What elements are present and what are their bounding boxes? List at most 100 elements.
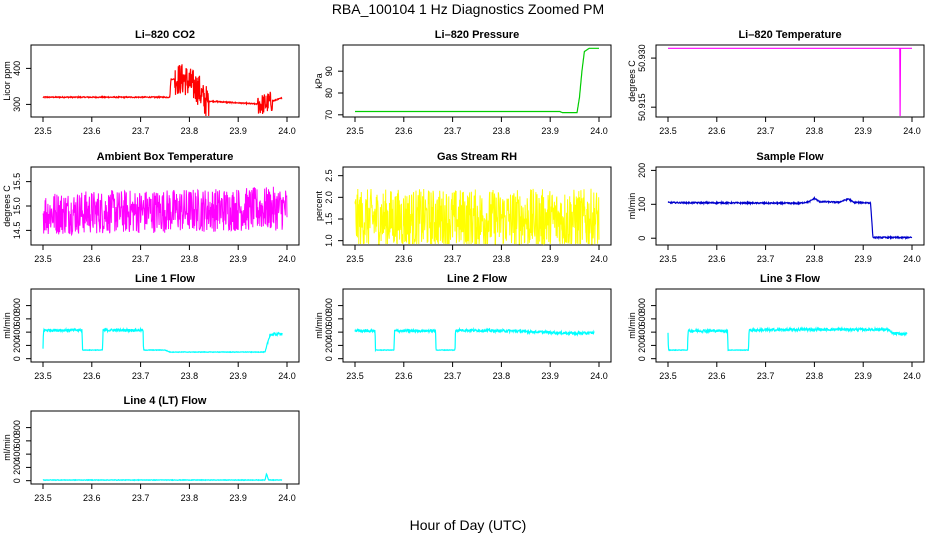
x-tick-label: 23.5 [659, 371, 677, 381]
panel-2: Li–820 Pressure kPa 23.5 23.6 23.7 23.8 23.9 24… [314, 29, 612, 136]
panel-title: Line 4 (LT) Flow [124, 395, 207, 407]
x-tick-label: 23.5 [346, 371, 364, 381]
y-tick-label: 2.5 [324, 169, 334, 182]
x-tick-label: 23.8 [181, 371, 199, 381]
plot-frame [30, 410, 300, 485]
x-tick-label: 23.8 [806, 126, 824, 136]
x-tick-label: 23.8 [806, 254, 824, 264]
series-line [42, 64, 283, 117]
panel-10: Line 4 (LT) Flow ml/min 23.5 23.6 23.7 23.8 23… [2, 395, 300, 503]
x-tick-label: 23.6 [708, 254, 726, 264]
x-tick-label: 23.8 [181, 126, 199, 136]
x-tick-label: 23.7 [132, 493, 150, 503]
x-tick-label: 23.6 [708, 371, 726, 381]
y-tick-label: 2.0 [324, 191, 334, 204]
x-tick-label: 23.5 [659, 126, 677, 136]
y-tick-label: 400 [12, 325, 22, 340]
plot-frame [342, 166, 612, 246]
x-tick-label: 23.5 [34, 254, 52, 264]
plot-frame [30, 288, 300, 363]
x-tick-label: 23.7 [444, 254, 462, 264]
x-tick-label: 23.7 [444, 371, 462, 381]
y-axis-label: ml/min [627, 193, 637, 220]
x-tick-label: 24.0 [590, 371, 608, 381]
y-tick-label: 400 [12, 61, 22, 76]
x-tick-label: 23.9 [541, 254, 559, 264]
x-tick-label: 24.0 [590, 126, 608, 136]
x-tick-label: 23.9 [229, 126, 247, 136]
panel-title: Li–820 CO2 [135, 29, 195, 41]
x-tick-label: 24.0 [590, 254, 608, 264]
y-tick-label: 600 [637, 311, 647, 326]
series-line [354, 326, 595, 353]
x-tick-label: 23.6 [83, 493, 101, 503]
x-tick-label: 23.7 [757, 371, 775, 381]
y-tick-label: 600 [12, 311, 22, 326]
y-tick-label: 800 [324, 298, 334, 313]
panel-6: Sample Flow ml/min 23.5 23.6 23.7 23.8 23.9 24.… [627, 151, 925, 264]
x-tick-label: 23.5 [34, 493, 52, 503]
x-tick-label: 23.7 [132, 126, 150, 136]
y-tick-label: 200 [12, 338, 22, 353]
y-tick-label: 90 [324, 66, 334, 76]
panel-title: Line 3 Flow [760, 273, 820, 285]
y-tick-label: 1.5 [324, 213, 334, 226]
y-tick-label: 300 [12, 97, 22, 112]
series-line [42, 326, 283, 354]
x-tick-label: 24.0 [278, 493, 296, 503]
plot-frame [342, 288, 612, 363]
x-tick-label: 23.9 [854, 254, 872, 264]
y-tick-label: 200 [637, 163, 647, 178]
x-tick-label: 24.0 [278, 371, 296, 381]
plot-frame [342, 44, 612, 118]
y-tick-label: 0 [637, 356, 647, 361]
y-tick-label: 600 [324, 311, 334, 326]
y-tick-label: 100 [637, 197, 647, 212]
panel-1: Li–820 CO2 Licor ppm 23.5 23.6 23.7 23.8 23.9 2… [2, 29, 300, 136]
x-tick-label: 23.5 [346, 254, 364, 264]
panel-7: Line 1 Flow ml/min 23.5 23.6 23.7 23.8 23.9 24.… [2, 273, 300, 381]
y-tick-label: 80 [324, 88, 334, 98]
y-tick-label: 14.5 [12, 222, 22, 240]
panel-4: Ambient Box Temperature degrees C 23.5 23.6… [2, 151, 300, 264]
y-tick-label: 800 [12, 420, 22, 435]
x-tick-label: 23.5 [346, 126, 364, 136]
plot-frame [655, 44, 925, 118]
y-tick-label: 800 [637, 298, 647, 313]
y-tick-label: 200 [324, 338, 334, 353]
plot-frame [655, 288, 925, 363]
y-axis-label: kPa [314, 73, 324, 89]
y-tick-label: 0 [324, 356, 334, 361]
x-tick-label: 23.8 [493, 126, 511, 136]
x-tick-label: 23.8 [181, 254, 199, 264]
y-tick-label: 800 [12, 298, 22, 313]
y-tick-label: 200 [637, 338, 647, 353]
x-tick-label: 23.9 [229, 371, 247, 381]
x-tick-label: 23.6 [83, 126, 101, 136]
y-tick-label: 70 [324, 110, 334, 120]
y-tick-label: 400 [637, 325, 647, 340]
series-line [667, 325, 908, 352]
panel-title: Sample Flow [756, 151, 824, 163]
y-axis-label: percent [314, 190, 324, 221]
panel-5: Gas Stream RH percent 23.5 23.6 23.7 23.8 23.9… [314, 151, 612, 264]
x-tick-label: 23.9 [854, 126, 872, 136]
x-tick-label: 23.5 [34, 371, 52, 381]
series-line [42, 472, 283, 482]
x-tick-label: 23.7 [757, 254, 775, 264]
x-tick-label: 23.9 [854, 371, 872, 381]
y-tick-label: 200 [12, 460, 22, 475]
x-tick-label: 23.5 [34, 126, 52, 136]
y-axis-label: degrees C [627, 60, 637, 102]
y-tick-label: 50.915 [637, 93, 647, 121]
x-tick-label: 23.6 [708, 126, 726, 136]
series-line [668, 47, 912, 117]
x-tick-label: 23.9 [541, 126, 559, 136]
y-axis-label: Licor ppm [2, 61, 12, 101]
x-tick-label: 24.0 [903, 126, 921, 136]
x-tick-label: 24.0 [278, 126, 296, 136]
x-tick-label: 24.0 [278, 254, 296, 264]
panel-title: Li–820 Pressure [435, 29, 519, 41]
x-tick-label: 23.9 [229, 493, 247, 503]
